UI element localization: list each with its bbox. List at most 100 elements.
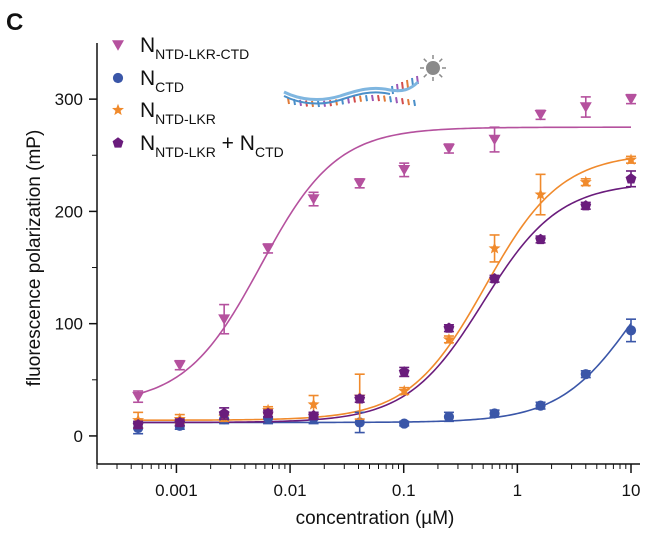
x-tick-label: 0.1: [392, 481, 416, 500]
data-point: [442, 143, 455, 155]
data-point: [535, 400, 546, 411]
data-point: [353, 178, 366, 190]
legend-item: NNTD-LKR + NCTD: [112, 132, 284, 160]
data-point: [534, 173, 547, 216]
marker-star: [307, 398, 320, 410]
data-point: [307, 191, 320, 207]
legend: NNTD-LKR-CTD NCTD NNTD-LKR NNTD-LKR + NCTD: [112, 34, 284, 160]
marker-pentagon: [308, 410, 319, 421]
data-point: [443, 411, 455, 423]
x-axis-label: concentration (µM): [296, 508, 455, 529]
fluorophore-icon: [420, 55, 446, 81]
data-point: [625, 170, 637, 188]
data-point: [262, 407, 274, 419]
marker-pentagon: [625, 173, 637, 184]
data-point: [132, 390, 145, 404]
legend-label: NNTD-LKR + NCTD: [140, 132, 284, 160]
marker-circle: [399, 418, 410, 429]
data-point: [262, 243, 275, 255]
marker-circle: [535, 400, 546, 411]
marker-triangle-down: [262, 243, 275, 255]
data-point: [354, 393, 366, 404]
marker-triangle-down: [173, 360, 186, 371]
marker-circle: [443, 411, 455, 422]
marker-pentagon: [443, 322, 455, 333]
y-tick-label: 300: [55, 90, 83, 109]
marker-pentagon: [354, 393, 366, 404]
marker-pentagon: [132, 419, 144, 430]
dna-probe-icon: [283, 55, 446, 108]
data-point: [488, 234, 501, 263]
marker-pentagon: [489, 273, 500, 284]
fit-curves: [136, 126, 632, 424]
fit-curve-1: [137, 322, 632, 424]
data-points: [132, 93, 638, 435]
data-point: [399, 418, 410, 429]
marker-circle: [489, 408, 500, 419]
x-tick-label: 0.001: [155, 481, 198, 500]
data-point: [579, 175, 592, 188]
legend-marker-circle: [112, 72, 124, 84]
data-point: [398, 384, 411, 397]
marker-triangle-down: [218, 314, 231, 325]
fit-curve-0: [136, 126, 631, 395]
legend-item: NNTD-LKR-CTD: [112, 34, 249, 62]
marker-triangle-down: [307, 194, 320, 205]
data-point: [173, 359, 186, 371]
fit-curve-2: [137, 157, 632, 421]
marker-star: [625, 153, 637, 165]
x-tick-label: 10: [622, 481, 641, 500]
marker-star: [579, 175, 592, 188]
legend-label: NCTD: [140, 67, 184, 95]
axes: [96, 43, 640, 465]
data-point: [625, 93, 638, 105]
y-ticks: 0 100 200 300: [55, 90, 97, 446]
marker-triangle-down: [132, 391, 145, 403]
marker-triangle-down: [442, 143, 455, 155]
y-axis-label: fluorescence polarization (mP): [24, 130, 45, 387]
data-point: [535, 233, 546, 245]
marker-triangle-down: [398, 165, 411, 176]
x-ticks: 0.001 0.01 0.1 1 10: [96, 464, 641, 500]
data-point: [442, 333, 455, 345]
data-point: [580, 200, 592, 211]
data-point: [625, 153, 637, 165]
marker-circle: [580, 369, 591, 380]
fit-curve-3: [137, 186, 632, 424]
data-point: [489, 273, 500, 284]
data-point: [488, 126, 501, 153]
marker-pentagon: [262, 407, 274, 419]
marker-pentagon: [398, 366, 410, 377]
marker-triangle-down: [353, 178, 366, 190]
data-point: [132, 419, 144, 430]
data-point: [174, 416, 186, 428]
marker-pentagon: [174, 416, 186, 428]
marker-circle: [625, 325, 637, 336]
marker-triangle-down: [579, 102, 592, 113]
data-point: [398, 366, 410, 378]
data-point: [398, 162, 411, 178]
marker-pentagon: [535, 233, 546, 245]
marker-star: [488, 242, 501, 254]
marker-triangle-down: [534, 110, 547, 121]
data-point: [579, 96, 592, 118]
legend-label: NNTD-LKR-CTD: [140, 34, 249, 62]
marker-star: [398, 384, 411, 397]
data-point: [218, 303, 231, 335]
data-point: [218, 407, 230, 420]
data-point: [443, 322, 455, 333]
legend-marker-triangle-down: [112, 40, 124, 51]
marker-circle: [354, 417, 365, 428]
data-point: [534, 109, 547, 121]
marker-pentagon: [218, 407, 230, 419]
y-tick-label: 0: [74, 427, 83, 446]
data-point: [625, 318, 637, 343]
data-point: [580, 369, 591, 380]
marker-pentagon: [580, 200, 592, 211]
y-tick-label: 200: [55, 202, 83, 221]
legend-item: NNTD-LKR: [112, 99, 216, 127]
x-tick-label: 1: [513, 481, 522, 500]
legend-label: NNTD-LKR: [140, 99, 216, 127]
marker-triangle-down: [625, 94, 638, 105]
data-point: [489, 408, 500, 419]
